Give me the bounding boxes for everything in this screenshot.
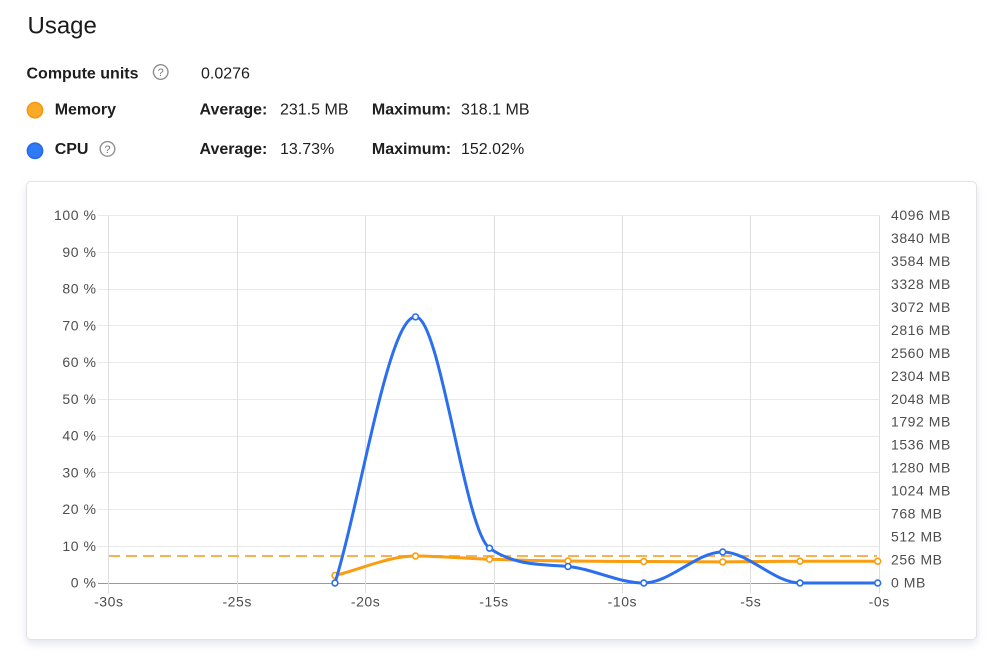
svg-text:2816 MB: 2816 MB [891, 322, 951, 338]
svg-text:3840 MB: 3840 MB [891, 230, 951, 246]
svg-text:4096 MB: 4096 MB [891, 207, 951, 223]
svg-text:Average:: Average: [200, 101, 268, 118]
svg-text:-15s: -15s [479, 593, 508, 609]
svg-text:90 %: 90 % [62, 244, 96, 260]
svg-text:Maximum:: Maximum: [372, 101, 451, 118]
svg-text:1280 MB: 1280 MB [891, 460, 951, 476]
svg-text:70 %: 70 % [62, 317, 96, 333]
svg-text:Compute units: Compute units [27, 65, 139, 82]
svg-text:256 MB: 256 MB [891, 552, 943, 568]
svg-text:3584 MB: 3584 MB [891, 253, 951, 269]
svg-text:512 MB: 512 MB [891, 529, 943, 545]
svg-text:60 %: 60 % [62, 354, 96, 370]
svg-text:768 MB: 768 MB [891, 506, 943, 522]
svg-text:13.73%: 13.73% [280, 141, 334, 158]
svg-text:0.0276: 0.0276 [201, 65, 250, 82]
svg-text:Average:: Average: [200, 141, 268, 158]
svg-text:-0s: -0s [869, 593, 890, 609]
svg-text:0 %: 0 % [71, 575, 97, 591]
svg-text:Memory: Memory [55, 101, 116, 118]
svg-text:-10s: -10s [608, 593, 637, 609]
svg-text:1792 MB: 1792 MB [891, 414, 951, 430]
svg-text:?: ? [158, 67, 164, 79]
svg-text:-5s: -5s [740, 593, 761, 609]
svg-text:2304 MB: 2304 MB [891, 368, 951, 384]
svg-text:100 %: 100 % [54, 207, 96, 223]
svg-text:-20s: -20s [351, 593, 380, 609]
svg-text:3328 MB: 3328 MB [891, 276, 951, 292]
svg-text:20 %: 20 % [62, 501, 96, 517]
svg-text:0 MB: 0 MB [891, 575, 926, 591]
svg-text:Usage: Usage [28, 13, 97, 40]
svg-text:231.5 MB: 231.5 MB [280, 101, 348, 118]
svg-text:3072 MB: 3072 MB [891, 299, 951, 315]
svg-text:1536 MB: 1536 MB [891, 437, 951, 453]
svg-text:-25s: -25s [222, 593, 251, 609]
svg-text:40 %: 40 % [62, 428, 96, 444]
svg-text:30 %: 30 % [62, 464, 96, 480]
svg-text:Maximum:: Maximum: [372, 141, 451, 158]
svg-text:2048 MB: 2048 MB [891, 391, 951, 407]
svg-text:10 %: 10 % [62, 538, 96, 554]
svg-text:152.02%: 152.02% [461, 141, 524, 158]
svg-text:?: ? [104, 144, 110, 156]
svg-text:-30s: -30s [94, 593, 123, 609]
svg-text:80 %: 80 % [62, 281, 96, 297]
svg-text:1024 MB: 1024 MB [891, 483, 951, 499]
svg-text:50 %: 50 % [62, 391, 96, 407]
svg-text:2560 MB: 2560 MB [891, 345, 951, 361]
svg-text:CPU: CPU [55, 141, 89, 158]
svg-text:318.1 MB: 318.1 MB [461, 101, 529, 118]
